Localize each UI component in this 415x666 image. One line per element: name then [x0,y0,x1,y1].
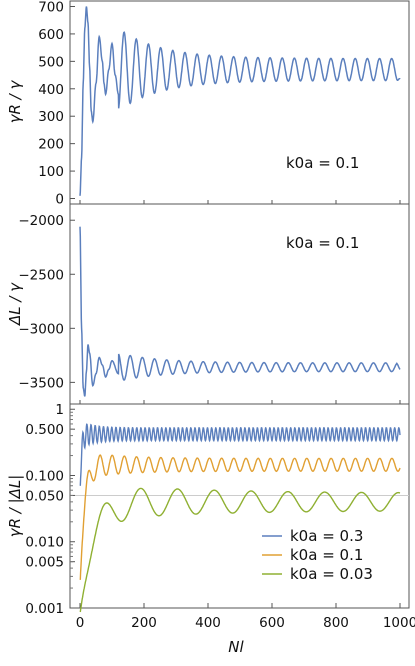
legend-label-1: k0a = 0.1 [290,546,363,564]
p1-ytick-label-1: 100 [38,164,64,180]
p3-xtick-label-4: 800 [323,615,349,631]
panel-1-annotation: k0a = 0.1 [286,154,359,172]
p2-series-line [79,226,401,397]
p3-ytick-label-4: 0.100 [25,468,64,484]
panel-1-frame [69,0,410,205]
p3-ytick-label-0: 0.001 [25,601,64,617]
legend-label-2: k0a = 0.03 [290,565,373,583]
p2-ytick-label-2: −3000 [18,321,64,337]
panel-3-frame [69,403,410,609]
p3-ytick-label-3: 0.050 [25,488,64,504]
p1-ytick-label-2: 200 [38,137,64,153]
p3-xtick-label-1: 200 [131,615,157,631]
panel-1-ylabel: γR / γ [6,80,24,124]
panel-3-ylabel: γR / |ΔL| [6,475,24,538]
p1-ytick-label-0: 0 [55,192,64,208]
panel-2: −2000 −2500 −3000 −3500 [18,213,401,404]
p1-ytick-label-3: 300 [38,109,64,125]
panel-1: 0 100 200 300 400 500 600 700 [38,0,401,208]
p1-ytick-label-4: 400 [38,82,64,98]
panel-2-ylabel: ΔL / γ [6,282,24,326]
p3-xtick-label-2: 400 [195,615,221,631]
p3-xtick-label-0: 0 [76,615,85,631]
legend-label-0: k0a = 0.3 [290,527,363,545]
p3-xtick-label-3: 600 [259,615,285,631]
p3-series-line-1 [79,454,401,580]
p2-ytick-label-1: −2500 [18,267,64,283]
p1-series-line [79,6,401,196]
x-axis-label: Nl [228,638,244,656]
panel-3: 0.001 0.005 0.010 0.050 0.100 0.500 1 0 200 400 60… [25,402,415,631]
p3-series-line-0 [79,423,401,486]
p3-series-line-2 [79,487,401,613]
p1-ytick-label-6: 600 [38,27,64,43]
p3-ytick-label-6: 1 [55,402,64,418]
p3-ytick-label-2: 0.010 [25,535,64,551]
p3-ytick-label-1: 0.005 [25,555,64,571]
p2-ytick-label-0: −2000 [18,213,64,229]
p1-ytick-label-5: 500 [38,54,64,70]
p1-ytick-label-7: 700 [38,0,64,15]
panel-2-annotation: k0a = 0.1 [286,234,359,252]
p2-ytick-label-3: −3500 [18,375,64,391]
legend: k0a = 0.3 k0a = 0.1 k0a = 0.03 [262,527,373,583]
p3-ytick-label-5: 0.500 [25,422,64,438]
p3-xtick-label-5: 1000 [383,615,415,631]
